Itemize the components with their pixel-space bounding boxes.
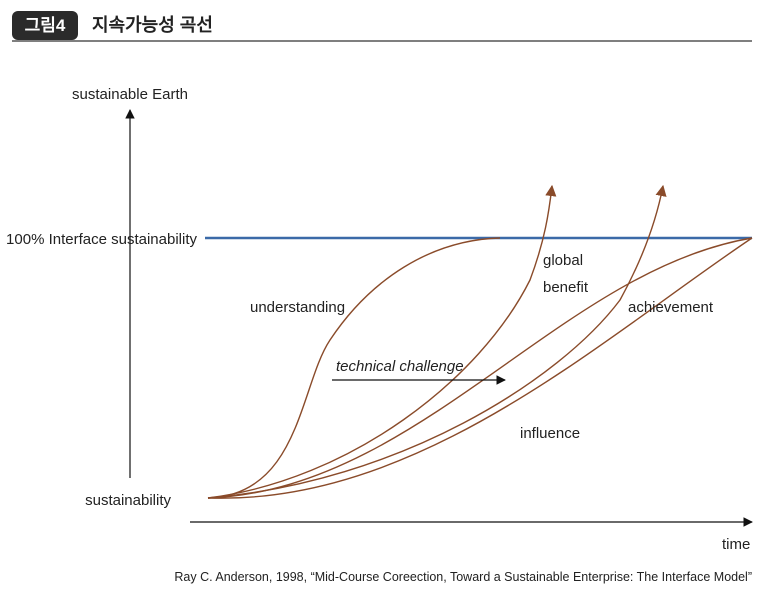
benefit-label: benefit [543,279,589,296]
influence-label: influence [520,425,580,442]
global-label: global [543,252,583,269]
x-label: time [722,536,750,553]
understanding-curve [207,237,501,499]
caption: Ray C. Anderson, 1998, “Mid-Course Coree… [174,570,752,584]
curve [207,237,753,499]
achievement-curve [207,237,753,499]
title: 지속가능성 곡선 [92,15,213,35]
understanding-label: understanding [250,299,345,316]
badge: 그림4 [25,16,66,35]
influence-curve [207,184,667,499]
y-top-label: sustainable Earth [72,86,188,103]
badge-bg [12,11,78,40]
challenge-label: technical challenge [336,358,464,375]
achievement-label: achievement [628,299,714,316]
y-origin-label: sustainability [85,492,171,509]
global-benefit-curve [207,184,557,499]
y-level-label: 100% Interface sustainability [6,231,197,248]
